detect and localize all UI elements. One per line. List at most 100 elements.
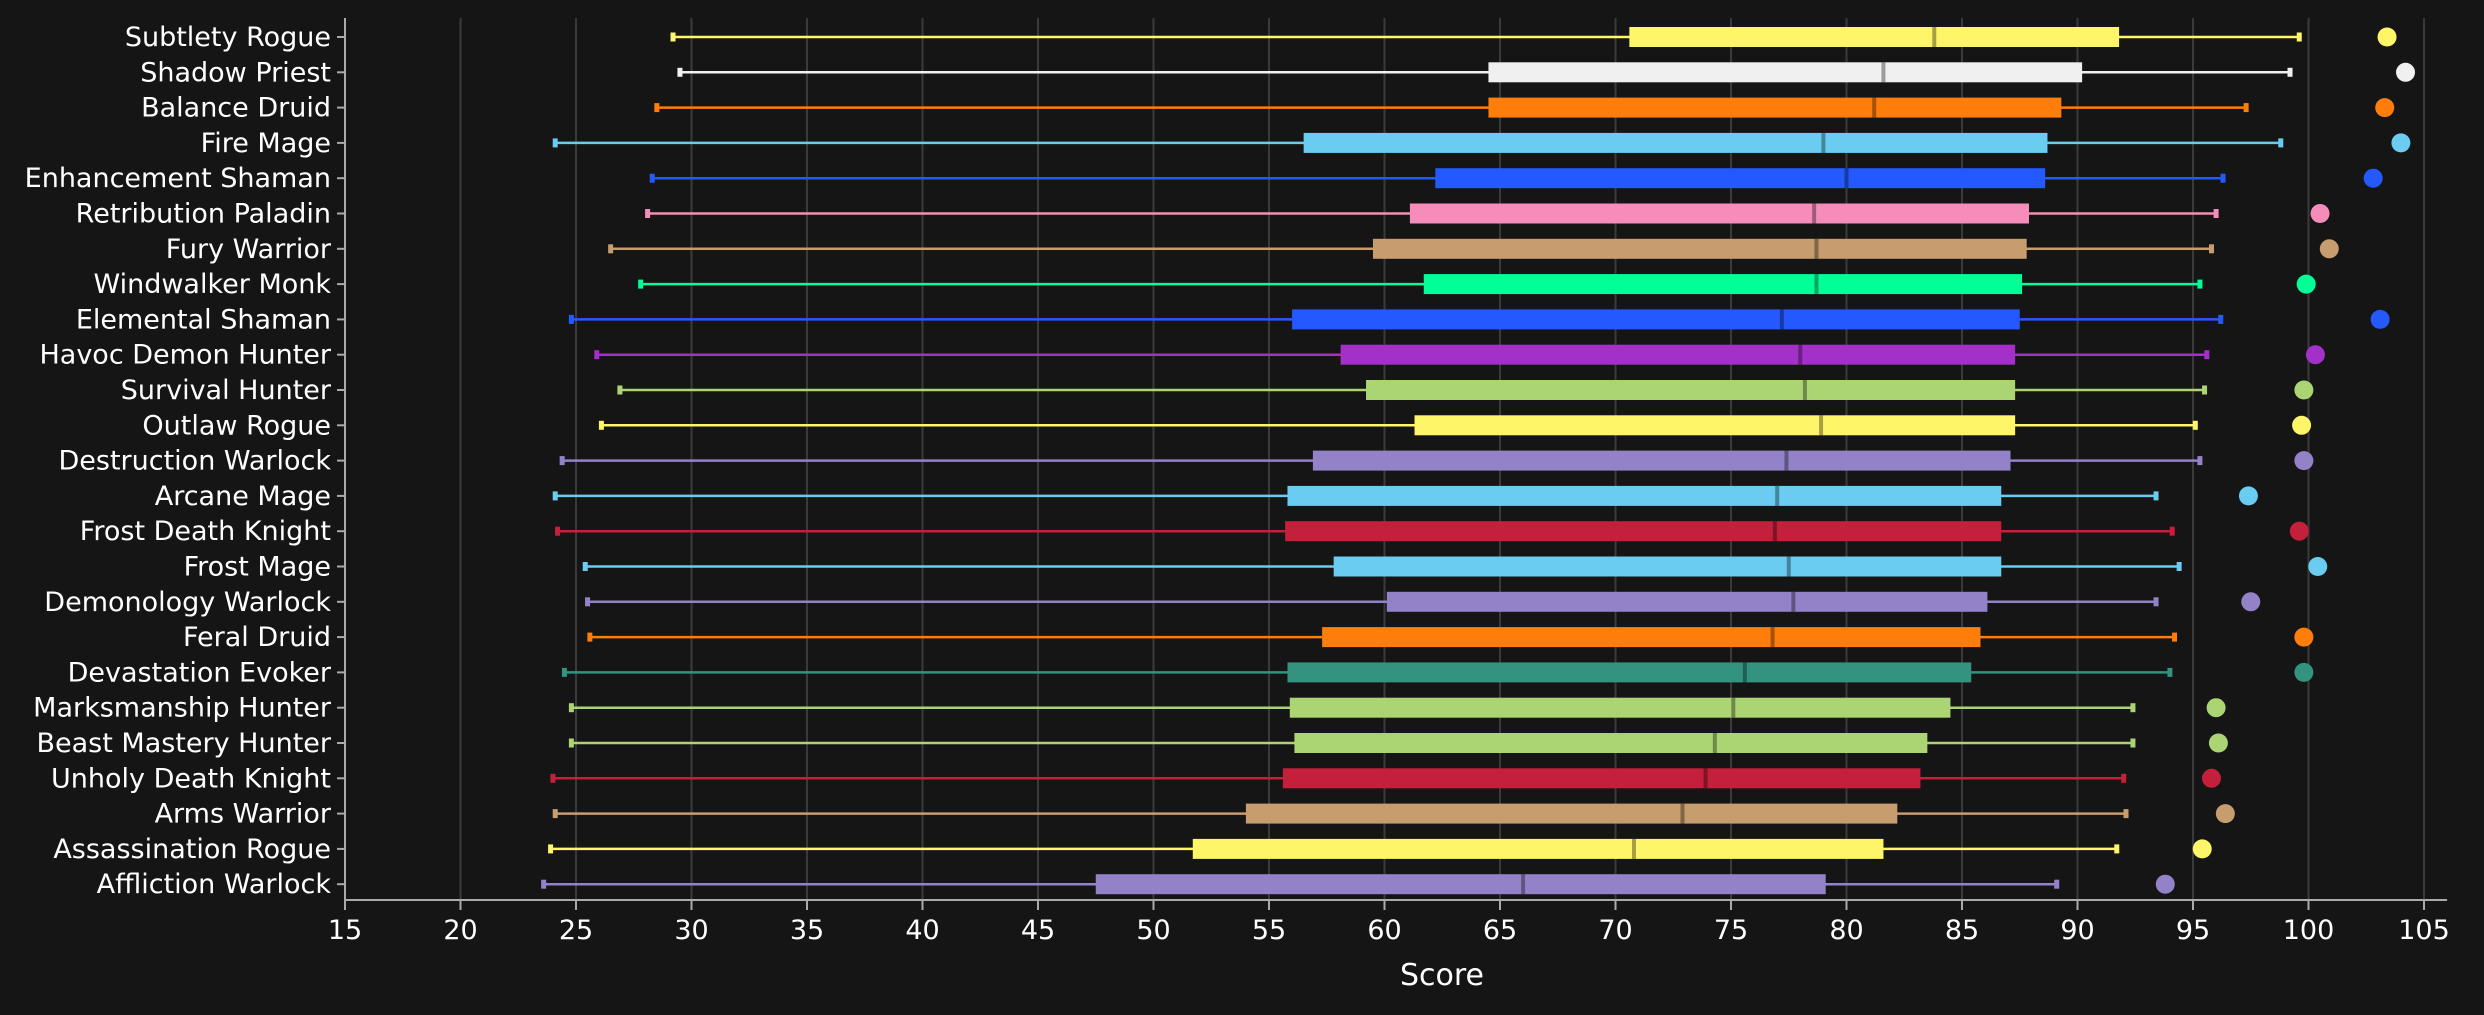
x-tick-label: 55 <box>1252 915 1286 946</box>
box-group <box>654 97 2395 118</box>
iqr-box <box>1409 203 2029 224</box>
whisker-min-cap <box>555 526 561 536</box>
outlier-point <box>2308 557 2328 576</box>
y-tick-label: Enhancement Shaman <box>25 163 331 194</box>
whisker-max-cap <box>2130 703 2136 713</box>
iqr-box <box>1629 27 2120 47</box>
whisker-max-cap <box>2153 597 2159 607</box>
iqr-box <box>1333 556 2002 577</box>
outlier-point <box>2305 345 2325 365</box>
whisker-max-cap <box>2130 738 2136 748</box>
whisker-max-cap <box>2204 350 2210 360</box>
outlier-point <box>2208 733 2228 753</box>
outlier-point <box>2377 27 2397 47</box>
iqr-box <box>1312 450 2011 471</box>
x-tick-label: 80 <box>1829 915 1863 946</box>
box-group <box>559 450 2314 471</box>
whisker-max-cap <box>2121 773 2127 783</box>
whisker-max-cap <box>2197 279 2203 289</box>
x-tick-label: 75 <box>1714 915 1748 946</box>
outlier-point <box>2206 698 2226 718</box>
iqr-box <box>1386 591 1988 612</box>
outlier-point <box>2319 239 2339 259</box>
y-tick-label: Affliction Warlock <box>97 869 332 900</box>
outlier-point <box>2391 133 2411 153</box>
x-tick-label: 45 <box>1021 915 1055 946</box>
whisker-min-cap <box>568 738 574 748</box>
whisker-max-cap <box>2202 385 2208 395</box>
y-tick-label: Frost Mage <box>184 552 331 583</box>
box-group <box>568 309 2390 330</box>
y-tick-label: Elemental Shaman <box>76 304 331 335</box>
box-group <box>585 591 2261 612</box>
whisker-min-cap <box>541 879 547 889</box>
outlier-point <box>2370 309 2390 329</box>
y-tick-label: Havoc Demon Hunter <box>39 340 331 371</box>
whisker-max-cap <box>2243 103 2249 113</box>
whisker-max-cap <box>2208 244 2214 254</box>
whisker-min-cap <box>568 703 574 713</box>
iqr-box <box>1282 768 1921 789</box>
x-tick-label: 70 <box>1598 915 1632 946</box>
whisker-min-cap <box>677 67 683 77</box>
iqr-box <box>1340 344 2016 365</box>
box-group <box>587 627 2314 648</box>
box-group <box>617 380 2314 400</box>
whisker-max-cap <box>2220 173 2226 183</box>
whisker-max-cap <box>2123 809 2129 819</box>
whisker-min-cap <box>670 32 676 42</box>
outlier-point <box>2296 274 2316 294</box>
x-tick-label: 65 <box>1483 915 1517 946</box>
outlier-point <box>2215 804 2235 824</box>
y-tick-label: Destruction Warlock <box>58 446 331 477</box>
y-tick-label: Demonology Warlock <box>44 587 331 618</box>
whisker-max-cap <box>2296 32 2302 42</box>
box-group <box>594 344 2325 365</box>
whisker-max-cap <box>2114 844 2120 854</box>
iqr-box <box>1414 415 2016 436</box>
box-group <box>555 521 2309 542</box>
x-tick-label: 90 <box>2060 915 2094 946</box>
y-tick-label: Subtlety Rogue <box>125 22 331 53</box>
box-group <box>670 27 2397 47</box>
whisker-min-cap <box>585 597 591 607</box>
whisker-min-cap <box>587 632 593 642</box>
x-tick-label: 40 <box>905 915 939 946</box>
whisker-min-cap <box>608 244 614 254</box>
outlier-point <box>2292 415 2312 435</box>
box-group <box>677 62 2416 83</box>
outlier-point <box>2396 62 2416 82</box>
whisker-min-cap <box>559 456 565 466</box>
boxes <box>541 27 2416 895</box>
y-tick-label: Shadow Priest <box>140 57 331 88</box>
y-tick-label: Feral Druid <box>183 622 331 653</box>
x-tick-label: 30 <box>674 915 708 946</box>
whisker-min-cap <box>645 209 651 218</box>
whisker-min-cap <box>548 844 554 854</box>
whisker-min-cap <box>638 279 644 289</box>
outlier-point <box>2294 451 2314 471</box>
iqr-box <box>1488 62 2083 83</box>
x-tick-label: 95 <box>2176 915 2210 946</box>
whisker-min-cap <box>568 314 574 324</box>
y-tick-label: Marksmanship Hunter <box>33 693 332 724</box>
x-tick-label: 60 <box>1367 915 1401 946</box>
iqr-box <box>1095 874 1826 895</box>
iqr-box <box>1289 697 1951 718</box>
whisker-min-cap <box>654 103 660 113</box>
y-tick-label: Survival Hunter <box>121 375 332 406</box>
iqr-box <box>1322 627 1981 648</box>
y-tick-label: Assassination Rogue <box>53 834 331 865</box>
whisker-min-cap <box>552 491 558 501</box>
box-group <box>568 733 2228 753</box>
outlier-point <box>2294 380 2314 400</box>
iqr-box <box>1245 803 1898 824</box>
iqr-box <box>1372 238 2027 259</box>
outlier-point <box>2294 627 2314 647</box>
box-group <box>582 556 2328 577</box>
outlier-point <box>2375 98 2395 118</box>
whisker-min-cap <box>552 138 558 148</box>
x-tick-label: 20 <box>443 915 477 946</box>
